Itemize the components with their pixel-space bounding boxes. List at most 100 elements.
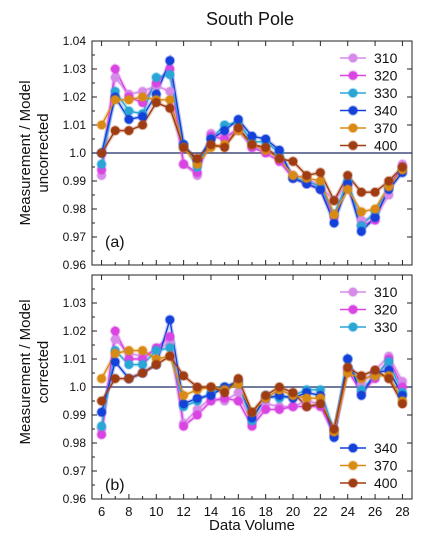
legend-marker-330 <box>347 87 359 99</box>
y-tick-label: 0.99 <box>63 408 87 422</box>
data-point-330 <box>96 420 107 432</box>
x-tick-label: 14 <box>204 504 218 519</box>
y-tick-label: 0.98 <box>63 436 87 450</box>
x-tick-label: 20 <box>286 504 300 519</box>
y-tick-label: 1.01 <box>63 118 87 132</box>
legend-label-330: 330 <box>374 319 398 335</box>
panel-label-a: (a) <box>105 234 125 251</box>
y-tick-label: 1.03 <box>63 62 87 76</box>
data-point-370 <box>137 91 148 103</box>
data-point-400 <box>233 373 244 384</box>
data-point-340 <box>164 314 176 326</box>
y-tick-label: 0.97 <box>63 230 87 244</box>
data-point-400 <box>96 395 107 407</box>
x-axis-label: Data Volume <box>209 517 295 534</box>
x-tick-label: 8 <box>125 504 132 519</box>
data-point-400 <box>164 102 176 114</box>
x-tick-label: 22 <box>313 504 327 519</box>
data-point-330 <box>151 72 162 83</box>
data-point-400 <box>274 153 285 164</box>
y-tick-label: 1.02 <box>63 324 87 338</box>
data-point-400 <box>315 167 326 178</box>
data-point-400 <box>397 161 408 173</box>
data-point-320 <box>178 420 189 432</box>
data-point-400 <box>164 350 176 362</box>
y-tick-label: 1.0 <box>69 380 86 394</box>
legend-label-330: 330 <box>374 85 398 101</box>
data-point-340 <box>356 226 367 237</box>
data-point-400 <box>315 398 326 410</box>
y-tick-label: 1.03 <box>63 296 87 310</box>
data-point-340 <box>260 133 272 145</box>
y-tick-label: 0.97 <box>63 464 87 478</box>
y-tick-label: 1.04 <box>63 34 87 48</box>
data-point-320 <box>192 409 203 421</box>
data-point-340 <box>328 217 340 229</box>
data-point-330 <box>123 359 135 370</box>
y-axis-label-a-line1: Measurement / Model <box>17 80 34 225</box>
data-point-400 <box>274 381 285 393</box>
data-point-370 <box>109 348 121 359</box>
data-point-330 <box>383 356 395 368</box>
legend-label-400: 400 <box>374 475 398 491</box>
data-point-340 <box>369 212 381 223</box>
data-point-400 <box>397 398 408 410</box>
data-point-340 <box>219 125 230 136</box>
x-tick-label: 16 <box>231 504 245 519</box>
panel-b: Measurement / Model corrected (b) 0.96 0.… <box>17 274 413 519</box>
legend-label-400: 400 <box>374 138 398 154</box>
data-point-370 <box>109 94 121 106</box>
data-point-310 <box>164 86 176 97</box>
data-point-340 <box>178 398 189 410</box>
data-point-330 <box>151 345 162 356</box>
x-tick-label: 26 <box>368 504 382 519</box>
legend-label-340: 340 <box>374 103 398 119</box>
data-point-400 <box>369 364 381 376</box>
legend-marker-320 <box>347 70 359 81</box>
data-point-370 <box>287 170 299 181</box>
data-point-400 <box>233 122 244 134</box>
data-point-400 <box>192 153 203 164</box>
legend-marker-320 <box>347 304 359 315</box>
x-tick-label: 6 <box>98 504 105 519</box>
data-point-400 <box>96 147 107 159</box>
y-tick-label: 0.96 <box>63 258 87 272</box>
data-point-330 <box>164 69 176 80</box>
data-point-400 <box>137 367 148 379</box>
data-point-370 <box>315 175 326 187</box>
data-point-320 <box>96 429 107 440</box>
data-point-340 <box>137 111 148 122</box>
legend-label-320: 320 <box>374 68 398 84</box>
legend-marker-330 <box>347 321 359 333</box>
data-point-340 <box>342 353 354 365</box>
data-point-320 <box>109 63 121 75</box>
panel-a: Measurement / Model uncorrected (a) 0.96… <box>17 34 413 272</box>
data-point-340 <box>164 55 176 66</box>
data-point-370 <box>96 119 107 131</box>
y-tick-label: 1.0 <box>69 146 86 160</box>
data-point-320 <box>233 395 244 407</box>
data-point-370 <box>123 94 135 106</box>
data-point-320 <box>178 158 189 170</box>
data-point-400 <box>383 373 395 384</box>
panel-label-b: (b) <box>105 477 125 494</box>
data-point-400 <box>205 139 217 150</box>
data-point-320 <box>164 331 176 342</box>
legend-marker-370 <box>347 460 359 471</box>
data-point-330 <box>123 105 135 117</box>
legend-label-310: 310 <box>374 284 398 300</box>
legend-marker-400 <box>347 140 359 151</box>
data-point-340 <box>274 144 285 156</box>
data-point-400 <box>260 390 272 401</box>
figure-title: South Pole <box>206 9 294 29</box>
data-point-400 <box>328 195 340 206</box>
x-tick-label: 12 <box>176 504 190 519</box>
x-tick-label: 24 <box>340 504 354 519</box>
data-point-370 <box>369 203 381 215</box>
data-point-330 <box>164 342 176 354</box>
data-point-370 <box>342 184 354 195</box>
data-point-330 <box>137 359 148 370</box>
data-point-320 <box>260 404 272 415</box>
y-tick-label: 1.01 <box>63 352 87 366</box>
